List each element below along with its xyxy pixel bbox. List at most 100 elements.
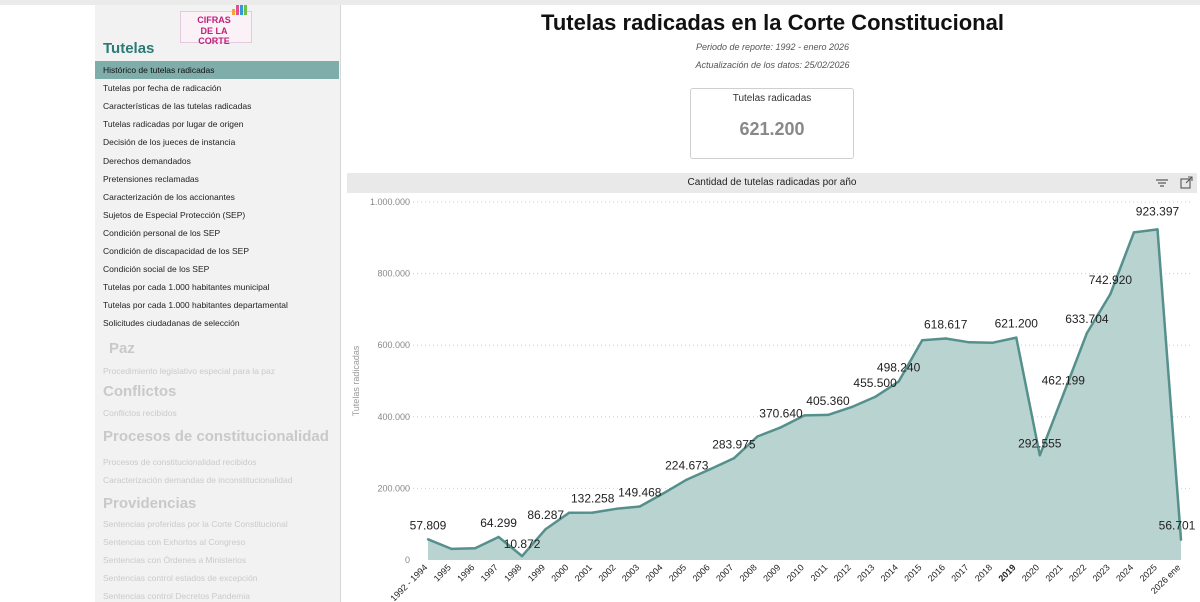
sidebar-item-tutelas-7[interactable]: Caracterización de los accionantes	[103, 191, 235, 202]
sidebar-item-providencias-3[interactable]: Sentencias control estados de excepción	[103, 573, 258, 583]
sidebar-item-tutelas-12[interactable]: Tutelas por cada 1.000 habitantes munici…	[103, 282, 270, 293]
y-axis-title: Tutelas radicadas	[351, 345, 361, 416]
x-tick-label: 1996	[455, 562, 476, 583]
data-point	[850, 405, 853, 409]
sidebar-item-tutelas-14[interactable]: Solicitudes ciudadanas de selección	[103, 318, 240, 329]
window-top-bar	[0, 0, 1200, 5]
sidebar-item-providencias-1[interactable]: Sentencias con Exhortos al Congreso	[103, 537, 246, 547]
x-tick-label: 2011	[809, 562, 830, 583]
data-label: 455.500	[853, 376, 897, 390]
sidebar-item-tutelas-3[interactable]: Tutelas radicadas por lugar de origen	[103, 119, 244, 130]
data-point	[1109, 292, 1112, 296]
x-tick-label: 1998	[502, 562, 523, 583]
data-point	[1038, 454, 1041, 457]
section-tutelas[interactable]: Tutelas	[103, 40, 155, 57]
section-paz[interactable]: Paz	[109, 340, 135, 357]
chart-header: Cantidad de tutelas radicadas por año	[347, 173, 1197, 193]
data-point	[991, 341, 994, 344]
x-tick-label: 2025	[1138, 562, 1159, 583]
sidebar-item-tutelas-6[interactable]: Pretensiones reclamadas	[103, 173, 199, 184]
sidebar-item-procesos-1[interactable]: Caracterización demandas de inconstituci…	[103, 475, 293, 485]
sidebar-item-tutelas-13[interactable]: Tutelas por cada 1.000 habitantes depart…	[103, 300, 288, 311]
data-point	[638, 505, 641, 508]
sidebar: CIFRAS DE LA CORTE Tutelas Histórico de …	[95, 5, 341, 602]
section-procesos-constitucionalidad[interactable]: Procesos de constitucionalidad	[103, 428, 329, 445]
data-label: 57.809	[410, 518, 447, 532]
data-point	[779, 426, 783, 429]
x-tick-label: 2018	[973, 562, 994, 583]
sidebar-item-tutelas-4[interactable]: Decisión de los jueces de instancia	[103, 137, 236, 148]
sidebar-item-tutelas-8[interactable]: Sujetos de Especial Protección (SEP)	[103, 209, 246, 220]
x-tick-label: 2003	[620, 562, 641, 583]
data-point	[1085, 331, 1089, 335]
data-label: 621.200	[995, 317, 1039, 331]
x-tick-label: 2000	[549, 562, 570, 583]
data-updated-date: Actualización de los datos: 25/02/2026	[695, 60, 850, 70]
sidebar-item-providencias-4[interactable]: Sentencias control Decretos Pandemia	[103, 591, 250, 601]
data-label: 224.673	[665, 459, 709, 473]
sidebar-item-tutelas-11[interactable]: Condición social de los SEP	[103, 264, 210, 275]
data-label: 86.287	[527, 508, 564, 522]
data-point	[732, 457, 736, 460]
data-label: 405.360	[806, 394, 850, 408]
x-tick-label: 2022	[1067, 562, 1088, 583]
kpi-card[interactable]: Tutelas radicadas 621.200	[690, 88, 854, 159]
x-tick-label: 2005	[667, 562, 688, 583]
data-point	[450, 547, 453, 551]
cifras-de-la-corte-logo[interactable]: CIFRAS DE LA CORTE	[180, 5, 252, 46]
x-tick-label: 1999	[526, 562, 547, 583]
sidebar-item-tutelas-2[interactable]: Características de las tutelas radicadas	[103, 101, 252, 112]
data-point	[1132, 231, 1136, 234]
x-tick-label: 2013	[855, 562, 876, 583]
sidebar-item-tutelas-10[interactable]: Condición de discapacidad de los SEP	[103, 246, 250, 256]
report-period: Periodo de reporte: 1992 - enero 2026	[695, 42, 850, 52]
section-providencias[interactable]: Providencias	[103, 495, 197, 512]
data-label: 742.920	[1089, 273, 1133, 287]
sidebar-item-procesos-0[interactable]: Procesos de constitucionalidad recibidos	[103, 457, 257, 467]
y-tick-label: 600.000	[377, 340, 410, 350]
data-label: 923.397	[1136, 204, 1180, 218]
x-tick-label: 2015	[902, 562, 923, 583]
sidebar-item-providencias-0[interactable]: Sentencias proferidas por la Corte Const…	[103, 519, 288, 529]
data-point	[685, 478, 688, 481]
x-tick-label: 2014	[879, 562, 900, 583]
data-point	[568, 511, 571, 514]
data-point	[1062, 393, 1065, 396]
logo-line-2: DE LA CORTE	[198, 26, 230, 46]
data-point	[873, 395, 877, 399]
data-point	[591, 511, 594, 514]
kpi-value: 621.200	[739, 119, 805, 139]
x-tick-label: 2008	[738, 562, 759, 583]
y-tick-label: 1.000.000	[370, 197, 410, 207]
x-tick-label: 2002	[596, 562, 617, 583]
sidebar-item-tutelas-9[interactable]: Condición personal de los SEP	[103, 227, 221, 238]
focus-mode-icon[interactable]	[1177, 175, 1195, 191]
section-conflictos[interactable]: Conflictos	[103, 383, 177, 400]
data-label: 132.258	[571, 492, 615, 506]
data-point	[897, 380, 900, 383]
data-point	[756, 435, 759, 438]
x-tick-label: 1997	[479, 562, 500, 583]
data-point	[426, 538, 430, 541]
sidebar-item-conflictos-0[interactable]: Conflictos recibidos	[103, 408, 177, 418]
data-label: 64.299	[480, 516, 517, 530]
x-tick-label: 2001	[573, 562, 594, 583]
y-tick-label: 200.000	[377, 483, 410, 493]
data-label: 498.240	[877, 361, 921, 375]
x-tick-label: 2019	[996, 562, 1017, 583]
data-point	[1179, 538, 1183, 541]
sidebar-item-paz-0[interactable]: Procedimiento legislativo especial para …	[103, 366, 275, 376]
sidebar-item-tutelas-1[interactable]: Tutelas por fecha de radicación	[103, 83, 222, 94]
data-point	[520, 554, 524, 558]
page-title: Tutelas radicadas en la Corte Constituci…	[541, 10, 1004, 35]
x-tick-label: 1995	[432, 562, 453, 583]
sidebar-item-tutelas-0[interactable]: Histórico de tutelas radicadas	[95, 61, 339, 79]
data-label: 283.975	[712, 437, 756, 451]
data-label: 462.199	[1042, 374, 1086, 388]
x-tick-label: 2010	[785, 562, 806, 583]
x-tick-label: 2012	[832, 562, 853, 583]
filter-icon[interactable]	[1153, 175, 1171, 191]
sidebar-item-tutelas-5[interactable]: Derechos demandados	[103, 155, 191, 166]
sidebar-item-providencias-2[interactable]: Sentencias con Órdenes a Ministerios	[103, 555, 247, 565]
logo-line-1: CIFRAS	[197, 15, 231, 25]
